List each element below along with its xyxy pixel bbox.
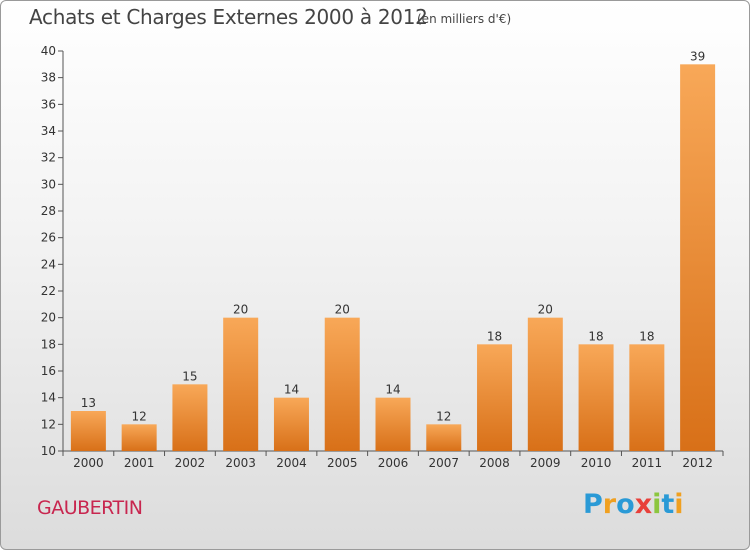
bar	[121, 424, 157, 451]
bar-value-label: 18	[639, 329, 654, 343]
chart-title: Achats et Charges Externes 2000 à 2012	[29, 5, 428, 29]
bar	[680, 64, 716, 452]
bar	[273, 397, 309, 451]
logo-letter: i	[652, 489, 662, 520]
bar-value-label: 14	[284, 383, 299, 397]
bar	[527, 317, 563, 451]
commune-name: GAUBERTIN	[37, 497, 143, 519]
bar	[629, 344, 665, 451]
y-tick-label: 16	[41, 364, 56, 378]
bar	[223, 317, 259, 451]
y-tick-label: 38	[41, 71, 56, 85]
x-tick-label: 2004	[276, 456, 307, 470]
logo-letter: x	[634, 489, 653, 520]
logo-letter: i	[674, 489, 684, 520]
y-tick-label: 34	[41, 124, 56, 138]
y-tick-label: 20	[41, 311, 56, 325]
proxiti-logo[interactable]: Proxiti	[583, 489, 684, 520]
bar-value-label: 20	[538, 303, 553, 317]
bar	[324, 317, 360, 451]
logo-letter: P	[583, 489, 603, 520]
bar-value-label: 13	[81, 396, 96, 410]
y-tick-label: 40	[41, 44, 56, 58]
bar	[70, 411, 106, 451]
bar-value-label: 20	[233, 303, 248, 317]
y-tick-label: 12	[41, 417, 56, 431]
logo-letter: r	[602, 489, 617, 520]
y-tick-label: 10	[41, 444, 56, 458]
logo-letter: t	[661, 489, 675, 520]
x-tick-label: 2001	[124, 456, 155, 470]
logo-letter: o	[616, 489, 635, 520]
bar-value-label: 18	[588, 329, 603, 343]
bar-value-label: 15	[182, 369, 197, 383]
x-tick-label: 2003	[225, 456, 256, 470]
x-tick-label: 2005	[327, 456, 358, 470]
bar-value-label: 12	[436, 409, 451, 423]
x-tick-label: 2009	[530, 456, 561, 470]
bar	[172, 384, 208, 451]
y-tick-label: 26	[41, 231, 56, 245]
y-tick-label: 22	[41, 284, 56, 298]
y-tick-label: 14	[41, 391, 56, 405]
y-tick-label: 24	[41, 257, 56, 271]
x-tick-label: 2008	[479, 456, 510, 470]
bar-value-label: 14	[385, 383, 400, 397]
x-tick-label: 2010	[581, 456, 612, 470]
y-tick-label: 28	[41, 204, 56, 218]
x-tick-label: 2012	[682, 456, 713, 470]
bar	[375, 397, 411, 451]
x-tick-label: 2006	[378, 456, 409, 470]
bar-value-label: 20	[335, 303, 350, 317]
x-tick-label: 2002	[175, 456, 206, 470]
y-tick-label: 36	[41, 97, 56, 111]
y-tick-label: 18	[41, 337, 56, 351]
y-tick-label: 32	[41, 151, 56, 165]
bar	[578, 344, 614, 451]
x-tick-label: 2011	[632, 456, 663, 470]
x-tick-label: 2007	[428, 456, 459, 470]
bar	[426, 424, 462, 451]
y-tick-label: 30	[41, 177, 56, 191]
chart-unit: (en milliers d'€)	[417, 12, 512, 26]
bar-value-label: 18	[487, 329, 502, 343]
x-tick-label: 2000	[73, 456, 104, 470]
bar-value-label: 39	[690, 49, 705, 63]
bar	[477, 344, 513, 451]
bar-value-label: 12	[132, 409, 147, 423]
